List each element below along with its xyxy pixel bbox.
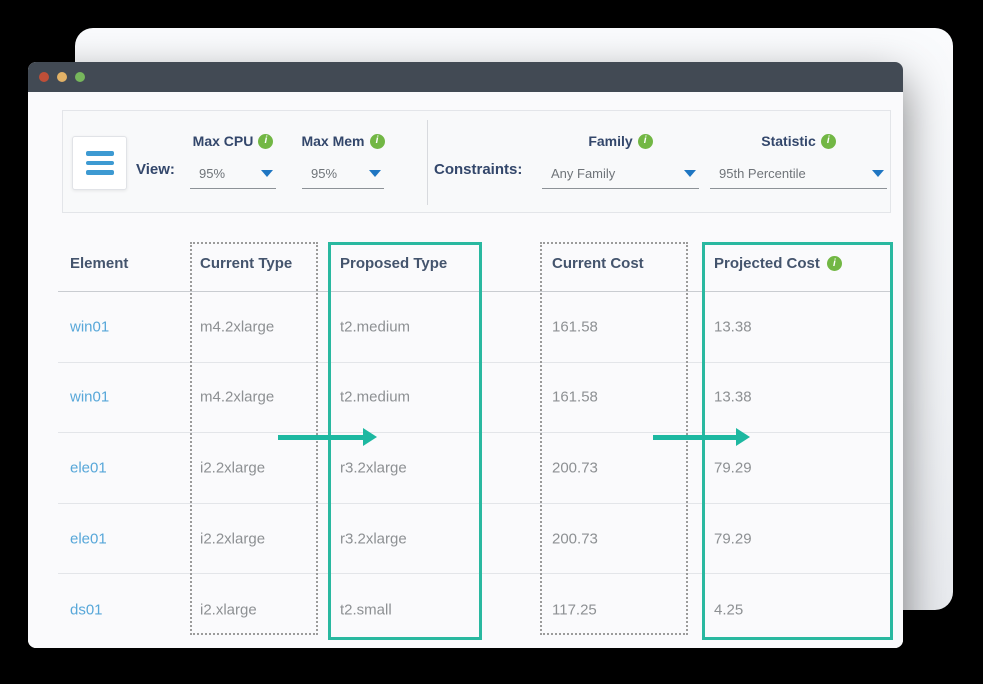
toolbar-divider (427, 120, 428, 205)
projected-cost-cell: 4.25 (714, 601, 744, 619)
column-header-projected-cost: Projected Cost i (714, 255, 842, 272)
proposed-type-cell: t2.medium (340, 318, 411, 336)
projected-cost-cell: 13.38 (714, 388, 752, 406)
window-titlebar (28, 62, 903, 92)
info-icon[interactable]: i (369, 133, 385, 149)
info-icon[interactable]: i (637, 133, 653, 149)
max-cpu-field: Max CPU i 95% (190, 133, 276, 189)
max-mem-label: Max Mem i (301, 133, 385, 149)
max-mem-dropdown[interactable]: 95% (302, 166, 384, 189)
info-icon[interactable]: i (826, 256, 842, 271)
close-window-button[interactable] (39, 72, 49, 82)
projected-cost-cell: 13.38 (714, 318, 752, 336)
max-cpu-dropdown[interactable]: 95% (190, 166, 276, 189)
element-link[interactable]: ds01 (70, 601, 103, 619)
statistic-dropdown[interactable]: 95th Percentile (710, 166, 887, 189)
max-cpu-label: Max CPU i (190, 133, 276, 149)
hamburger-icon (85, 151, 114, 156)
current-type-cell: i2.2xlarge (200, 459, 266, 477)
constraints-section-label: Constraints: (434, 161, 523, 178)
current-cost-cell: 161.58 (552, 318, 598, 336)
element-link[interactable]: win01 (70, 318, 110, 336)
minimize-window-button[interactable] (57, 72, 67, 82)
column-header-element: Element (70, 255, 129, 272)
current-type-cell: i2.2xlarge (200, 530, 266, 548)
column-header-proposed-type: Proposed Type (340, 255, 448, 272)
projected-cost-cell: 79.29 (714, 459, 752, 477)
current-type-cell: m4.2xlarge (200, 388, 275, 406)
column-header-current-cost: Current Cost (552, 255, 644, 272)
max-mem-field: Max Mem i 95% (301, 133, 385, 189)
statistic-label: Statistic i (710, 133, 887, 149)
current-cost-cell: 117.25 (552, 601, 597, 619)
menu-button[interactable] (72, 136, 127, 190)
table-body: win01 m4.2xlarge t2.medium 161.58 13.38 … (58, 292, 891, 645)
proposed-type-cell: r3.2xlarge (340, 530, 407, 548)
family-field: Family i Any Family (542, 133, 699, 189)
current-cost-cell: 200.73 (552, 530, 598, 548)
table-row: ds01 i2.xlarge t2.small 117.25 4.25 (58, 574, 891, 645)
chevron-down-icon (369, 170, 381, 177)
table-row: win01 m4.2xlarge t2.medium 161.58 13.38 (58, 363, 891, 434)
element-link[interactable]: ele01 (70, 459, 107, 477)
maximize-window-button[interactable] (75, 72, 85, 82)
view-section-label: View: (136, 161, 175, 178)
table-header: Element Current Type Proposed Type Curre… (58, 238, 891, 292)
proposed-type-cell: t2.medium (340, 388, 411, 406)
element-link[interactable]: ele01 (70, 530, 107, 548)
family-label: Family i (542, 133, 699, 149)
statistic-field: Statistic i 95th Percentile (710, 133, 887, 189)
current-type-cell: m4.2xlarge (200, 318, 275, 336)
current-cost-cell: 200.73 (552, 459, 598, 477)
chevron-down-icon (872, 170, 884, 177)
table-row: ele01 i2.2xlarge r3.2xlarge 200.73 79.29 (58, 433, 891, 504)
projected-cost-cell: 79.29 (714, 530, 752, 548)
info-icon[interactable]: i (820, 133, 836, 149)
chevron-down-icon (261, 170, 273, 177)
hamburger-icon (85, 160, 114, 166)
current-type-cell: i2.xlarge (200, 601, 257, 619)
table-row: ele01 i2.2xlarge r3.2xlarge 200.73 79.29 (58, 504, 891, 575)
window-content: View: Max CPU i 95% Max Mem i (28, 92, 903, 648)
current-cost-cell: 161.58 (552, 388, 598, 406)
table-row: win01 m4.2xlarge t2.medium 161.58 13.38 (58, 292, 891, 363)
app-window: View: Max CPU i 95% Max Mem i (28, 62, 903, 648)
hamburger-icon (85, 170, 114, 175)
element-link[interactable]: win01 (70, 388, 110, 406)
column-header-current-type: Current Type (200, 255, 293, 272)
proposed-type-cell: t2.small (340, 601, 392, 619)
info-icon[interactable]: i (258, 133, 274, 149)
chevron-down-icon (684, 170, 696, 177)
proposed-type-cell: r3.2xlarge (340, 459, 407, 477)
family-dropdown[interactable]: Any Family (542, 166, 699, 189)
filter-toolbar: View: Max CPU i 95% Max Mem i (62, 110, 891, 213)
